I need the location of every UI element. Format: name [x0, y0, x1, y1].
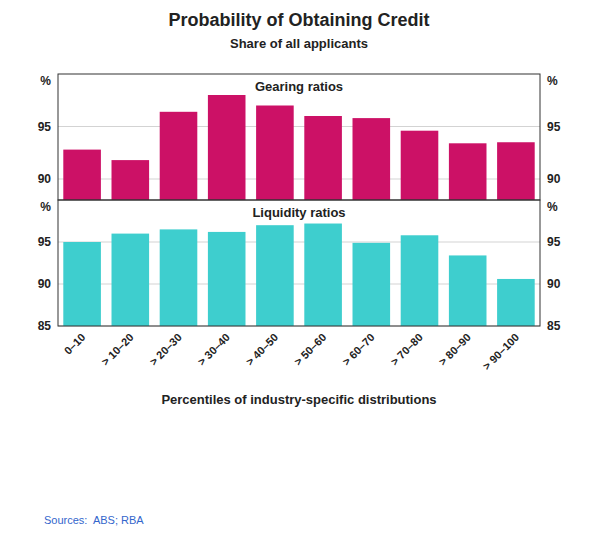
x-tick-label: > 50–60 — [292, 331, 329, 368]
y-tick-label: 95 — [38, 120, 52, 134]
x-tick-label: 0–10 — [62, 331, 88, 357]
panel-label: Liquidity ratios — [252, 205, 345, 220]
y-tick-label: 95 — [38, 235, 52, 249]
y-tick-label-right: 90 — [547, 277, 561, 291]
chart-svg: 90 90 95 95%% Gearing ratios Probability of O… — [0, 0, 598, 544]
panel-frame — [58, 74, 540, 200]
title: Probability of Obtaining Credit — [169, 10, 430, 30]
bar — [160, 112, 198, 200]
sources-note: Sources: ABS; RBA — [44, 514, 144, 526]
x-tick-label: > 90–100 — [480, 331, 521, 372]
bar — [401, 131, 439, 200]
grid-line — [58, 126, 540, 127]
y-tick-label-right: 95 — [547, 120, 561, 134]
bar — [497, 142, 535, 200]
bar — [160, 229, 198, 326]
bar — [304, 116, 342, 200]
bar — [63, 242, 101, 326]
bar — [353, 243, 391, 326]
y-unit-label: % — [40, 74, 51, 88]
panel-label: Gearing ratios — [255, 79, 343, 94]
panel: 85 85 90 90 95 95%% Liquidity ratios 0–10 > 10–2… — [38, 200, 561, 372]
y-tick-label-right: 85 — [547, 319, 561, 333]
x-tick-label: > 20–30 — [147, 331, 184, 368]
subtitle: Share of all applicants — [230, 36, 368, 51]
y-tick-label: 85 — [38, 319, 52, 333]
y-tick-label: 90 — [38, 277, 52, 291]
bar — [449, 143, 487, 200]
bar — [304, 224, 342, 326]
bar — [401, 235, 439, 326]
x-tick-label: > 80–90 — [436, 331, 473, 368]
y-unit-label: % — [40, 200, 51, 214]
bar — [208, 232, 246, 326]
y-unit-label-right: % — [547, 200, 558, 214]
y-tick-label-right: 90 — [547, 172, 561, 186]
bar — [63, 150, 101, 200]
bar — [497, 279, 535, 326]
x-tick-label: > 10–20 — [99, 331, 136, 368]
x-tick-label: > 60–70 — [340, 331, 377, 368]
bar — [256, 106, 294, 201]
x-tick-label: > 30–40 — [195, 331, 232, 368]
bar — [112, 234, 150, 326]
bar — [208, 95, 246, 200]
chart-container: 90 90 95 95%% Gearing ratios Probability of O… — [0, 0, 598, 544]
y-tick-label: 90 — [38, 172, 52, 186]
panel: 90 90 95 95%% Gearing ratios — [38, 74, 561, 200]
panel-frame — [58, 200, 540, 326]
y-unit-label-right: % — [547, 74, 558, 88]
bar — [256, 225, 294, 326]
bars — [63, 95, 534, 200]
bar — [353, 118, 391, 200]
x-tick-label: > 70–80 — [388, 331, 425, 368]
background — [0, 0, 598, 544]
bars — [63, 224, 534, 326]
x-axis-label: Percentiles of industry-specific distrib… — [161, 392, 436, 407]
bar — [112, 160, 150, 200]
x-tick-label: > 40–50 — [243, 331, 280, 368]
y-tick-label-right: 95 — [547, 235, 561, 249]
bar — [449, 255, 487, 326]
